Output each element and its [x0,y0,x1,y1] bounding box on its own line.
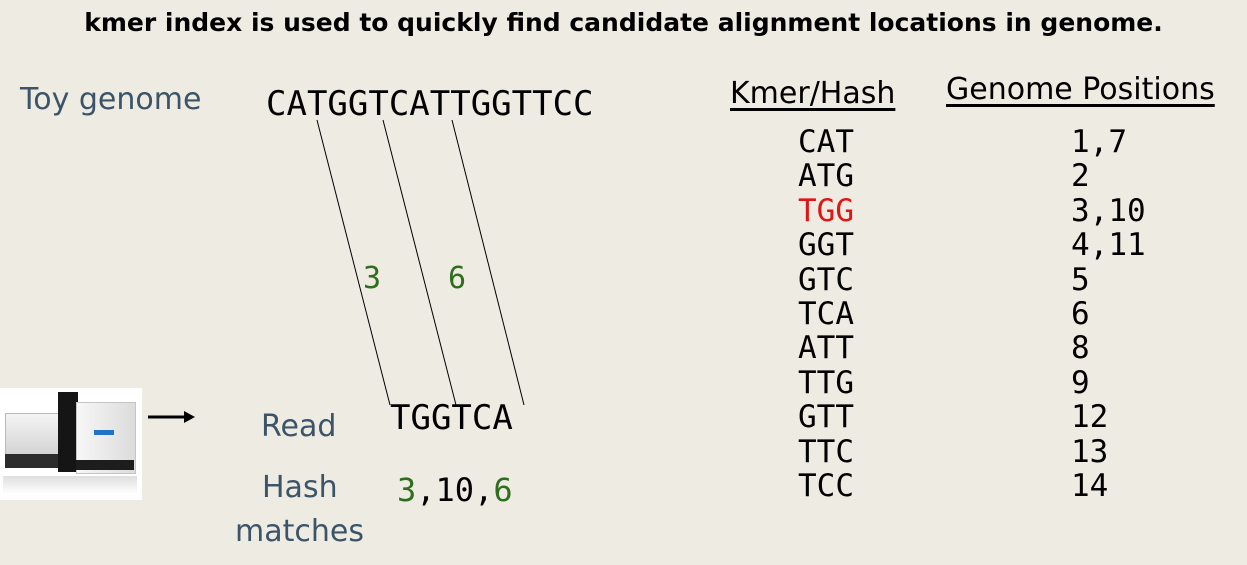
hash-matches-values: 3,10,6 [397,471,513,509]
positions-cell: 2 [1071,158,1090,195]
alignment-line-2 [382,119,457,406]
read-sequence: TGGTCA [390,398,513,438]
positions-cell: 9 [1071,364,1090,401]
kmer-cell-highlighted: TGG [798,192,854,229]
alignment-line-3 [451,119,525,406]
positions-cell: 4,11 [1071,227,1146,264]
positions-cell: 6 [1071,295,1090,332]
hash-label: Hash [262,470,338,505]
kmer-cell: TCC [798,467,854,504]
positions-cell: 13 [1071,433,1109,470]
kmer-cell: ATT [798,330,854,367]
kmer-cell: TTC [798,433,854,470]
kmer-cell: TCA [798,295,854,332]
toy-genome-label: Toy genome [20,82,202,117]
page-title: kmer index is used to quickly find candi… [84,8,1163,37]
hash-match-10: 10 [435,471,475,509]
positions-column: 1,7 2 3,10 4,11 5 6 8 9 12 13 14 [1071,124,1146,504]
kmer-cell: ATG [798,158,854,195]
alignment-line-1 [316,119,391,406]
kmer-column: CAT ATG TGG GGT GTC TCA ATT TTG GTT TTC … [798,124,854,504]
hash-match-3: 3 [397,471,417,509]
genome-positions-header: Genome Positions [946,72,1215,107]
kmer-cell: GGT [798,227,854,264]
genome-sequence: CATGGTCATTGGTTCC [266,84,594,124]
positions-cell: 12 [1071,399,1109,436]
line-label-6: 6 [448,261,467,296]
positions-cell: 8 [1071,330,1090,367]
positions-cell: 1,7 [1071,124,1127,160]
positions-cell: 3,10 [1071,192,1146,229]
positions-cell: 14 [1071,467,1109,504]
read-label: Read [261,409,337,444]
positions-cell: 5 [1071,261,1090,298]
kmer-cell: GTT [798,399,854,436]
hash-match-6: 6 [493,471,513,509]
matches-label: matches [235,514,364,549]
kmer-cell: GTC [798,261,854,298]
kmer-hash-header: Kmer/Hash [730,76,896,111]
line-label-3: 3 [363,261,382,296]
sequencer-instrument-icon [0,388,142,500]
kmer-cell: TTG [798,364,854,401]
right-arrow-icon [148,411,195,423]
kmer-cell: CAT [798,124,854,160]
hash-match-separator: , [474,471,494,509]
hash-match-separator: , [416,471,436,509]
